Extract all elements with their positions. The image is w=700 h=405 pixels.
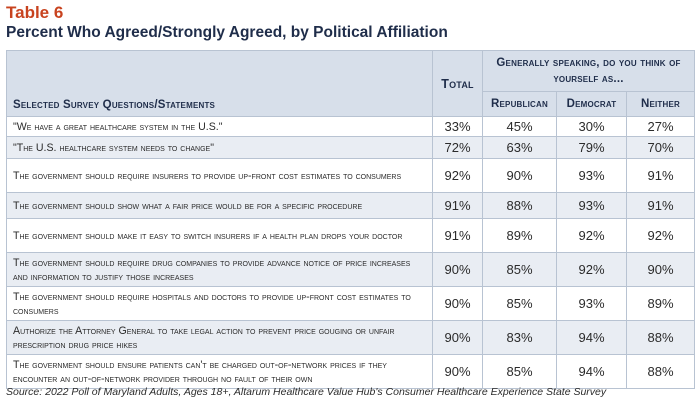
- table-row: The government should require hospitals …: [6, 286, 695, 321]
- democrat-cell: 79%: [556, 136, 627, 159]
- neither-cell: 91%: [626, 192, 695, 219]
- republican-cell: 83%: [482, 320, 557, 355]
- question-cell: The government should require hospitals …: [6, 286, 433, 321]
- question-cell: The government should ensure patients ca…: [6, 354, 433, 389]
- table-row: The government should require insurers t…: [6, 158, 695, 193]
- democrat-cell: 92%: [556, 218, 627, 253]
- total-cell: 92%: [432, 158, 483, 193]
- total-cell: 90%: [432, 252, 483, 287]
- republican-cell: 89%: [482, 218, 557, 253]
- table-row: The government should ensure patients ca…: [6, 354, 695, 389]
- total-cell: 72%: [432, 136, 483, 159]
- republican-cell: 88%: [482, 192, 557, 219]
- neither-cell: 89%: [626, 286, 695, 321]
- question-cell: Authorize the Attorney General to take l…: [6, 320, 433, 355]
- neither-cell: 92%: [626, 218, 695, 253]
- democrat-cell: 93%: [556, 286, 627, 321]
- neither-cell: 91%: [626, 158, 695, 193]
- total-cell: 91%: [432, 192, 483, 219]
- question-cell: "The U.S. healthcare system needs to cha…: [6, 136, 433, 159]
- republican-cell: 85%: [482, 286, 557, 321]
- table-number: Table 6: [6, 3, 64, 22]
- question-cell: "We have a great healthcare system in th…: [6, 116, 433, 137]
- republican-cell: 63%: [482, 136, 557, 159]
- neither-cell: 70%: [626, 136, 695, 159]
- democrat-cell: 92%: [556, 252, 627, 287]
- democrat-cell: 94%: [556, 354, 627, 389]
- republican-cell: 45%: [482, 116, 557, 137]
- question-cell: The government should show what a fair p…: [6, 192, 433, 219]
- question-cell: The government should require insurers t…: [6, 158, 433, 193]
- republican-cell: 85%: [482, 252, 557, 287]
- republican-header: Republican: [482, 91, 557, 117]
- democrat-cell: 94%: [556, 320, 627, 355]
- table-row: Authorize the Attorney General to take l…: [6, 320, 695, 355]
- question-cell: The government should require drug compa…: [6, 252, 433, 287]
- neither-cell: 90%: [626, 252, 695, 287]
- total-cell: 91%: [432, 218, 483, 253]
- neither-cell: 27%: [626, 116, 695, 137]
- neither-header: Neither: [626, 91, 695, 117]
- results-table: Selected Survey Questions/Statements Tot…: [6, 50, 695, 389]
- table-row: The government should make it easy to sw…: [6, 218, 695, 253]
- table-row: "We have a great healthcare system in th…: [6, 116, 695, 137]
- democrat-cell: 93%: [556, 192, 627, 219]
- republican-cell: 85%: [482, 354, 557, 389]
- democrat-cell: 93%: [556, 158, 627, 193]
- neither-cell: 88%: [626, 354, 695, 389]
- question-cell: The government should make it easy to sw…: [6, 218, 433, 253]
- total-cell: 33%: [432, 116, 483, 137]
- table-title: Percent Who Agreed/Strongly Agreed, by P…: [6, 24, 448, 41]
- total-cell: 90%: [432, 320, 483, 355]
- total-cell: 90%: [432, 354, 483, 389]
- neither-cell: 88%: [626, 320, 695, 355]
- democrat-header: Democrat: [556, 91, 627, 117]
- questions-header: Selected Survey Questions/Statements: [6, 50, 433, 117]
- democrat-cell: 30%: [556, 116, 627, 137]
- source-note: Source: 2022 Poll of Maryland Adults, Ag…: [6, 386, 607, 398]
- table-row: The government should require drug compa…: [6, 252, 695, 287]
- affiliation-group-header: Generally speaking, do you think of your…: [482, 50, 695, 92]
- total-header: Total: [432, 50, 483, 117]
- table-row: The government should show what a fair p…: [6, 192, 695, 219]
- total-cell: 90%: [432, 286, 483, 321]
- republican-cell: 90%: [482, 158, 557, 193]
- table-row: "The U.S. healthcare system needs to cha…: [6, 136, 695, 159]
